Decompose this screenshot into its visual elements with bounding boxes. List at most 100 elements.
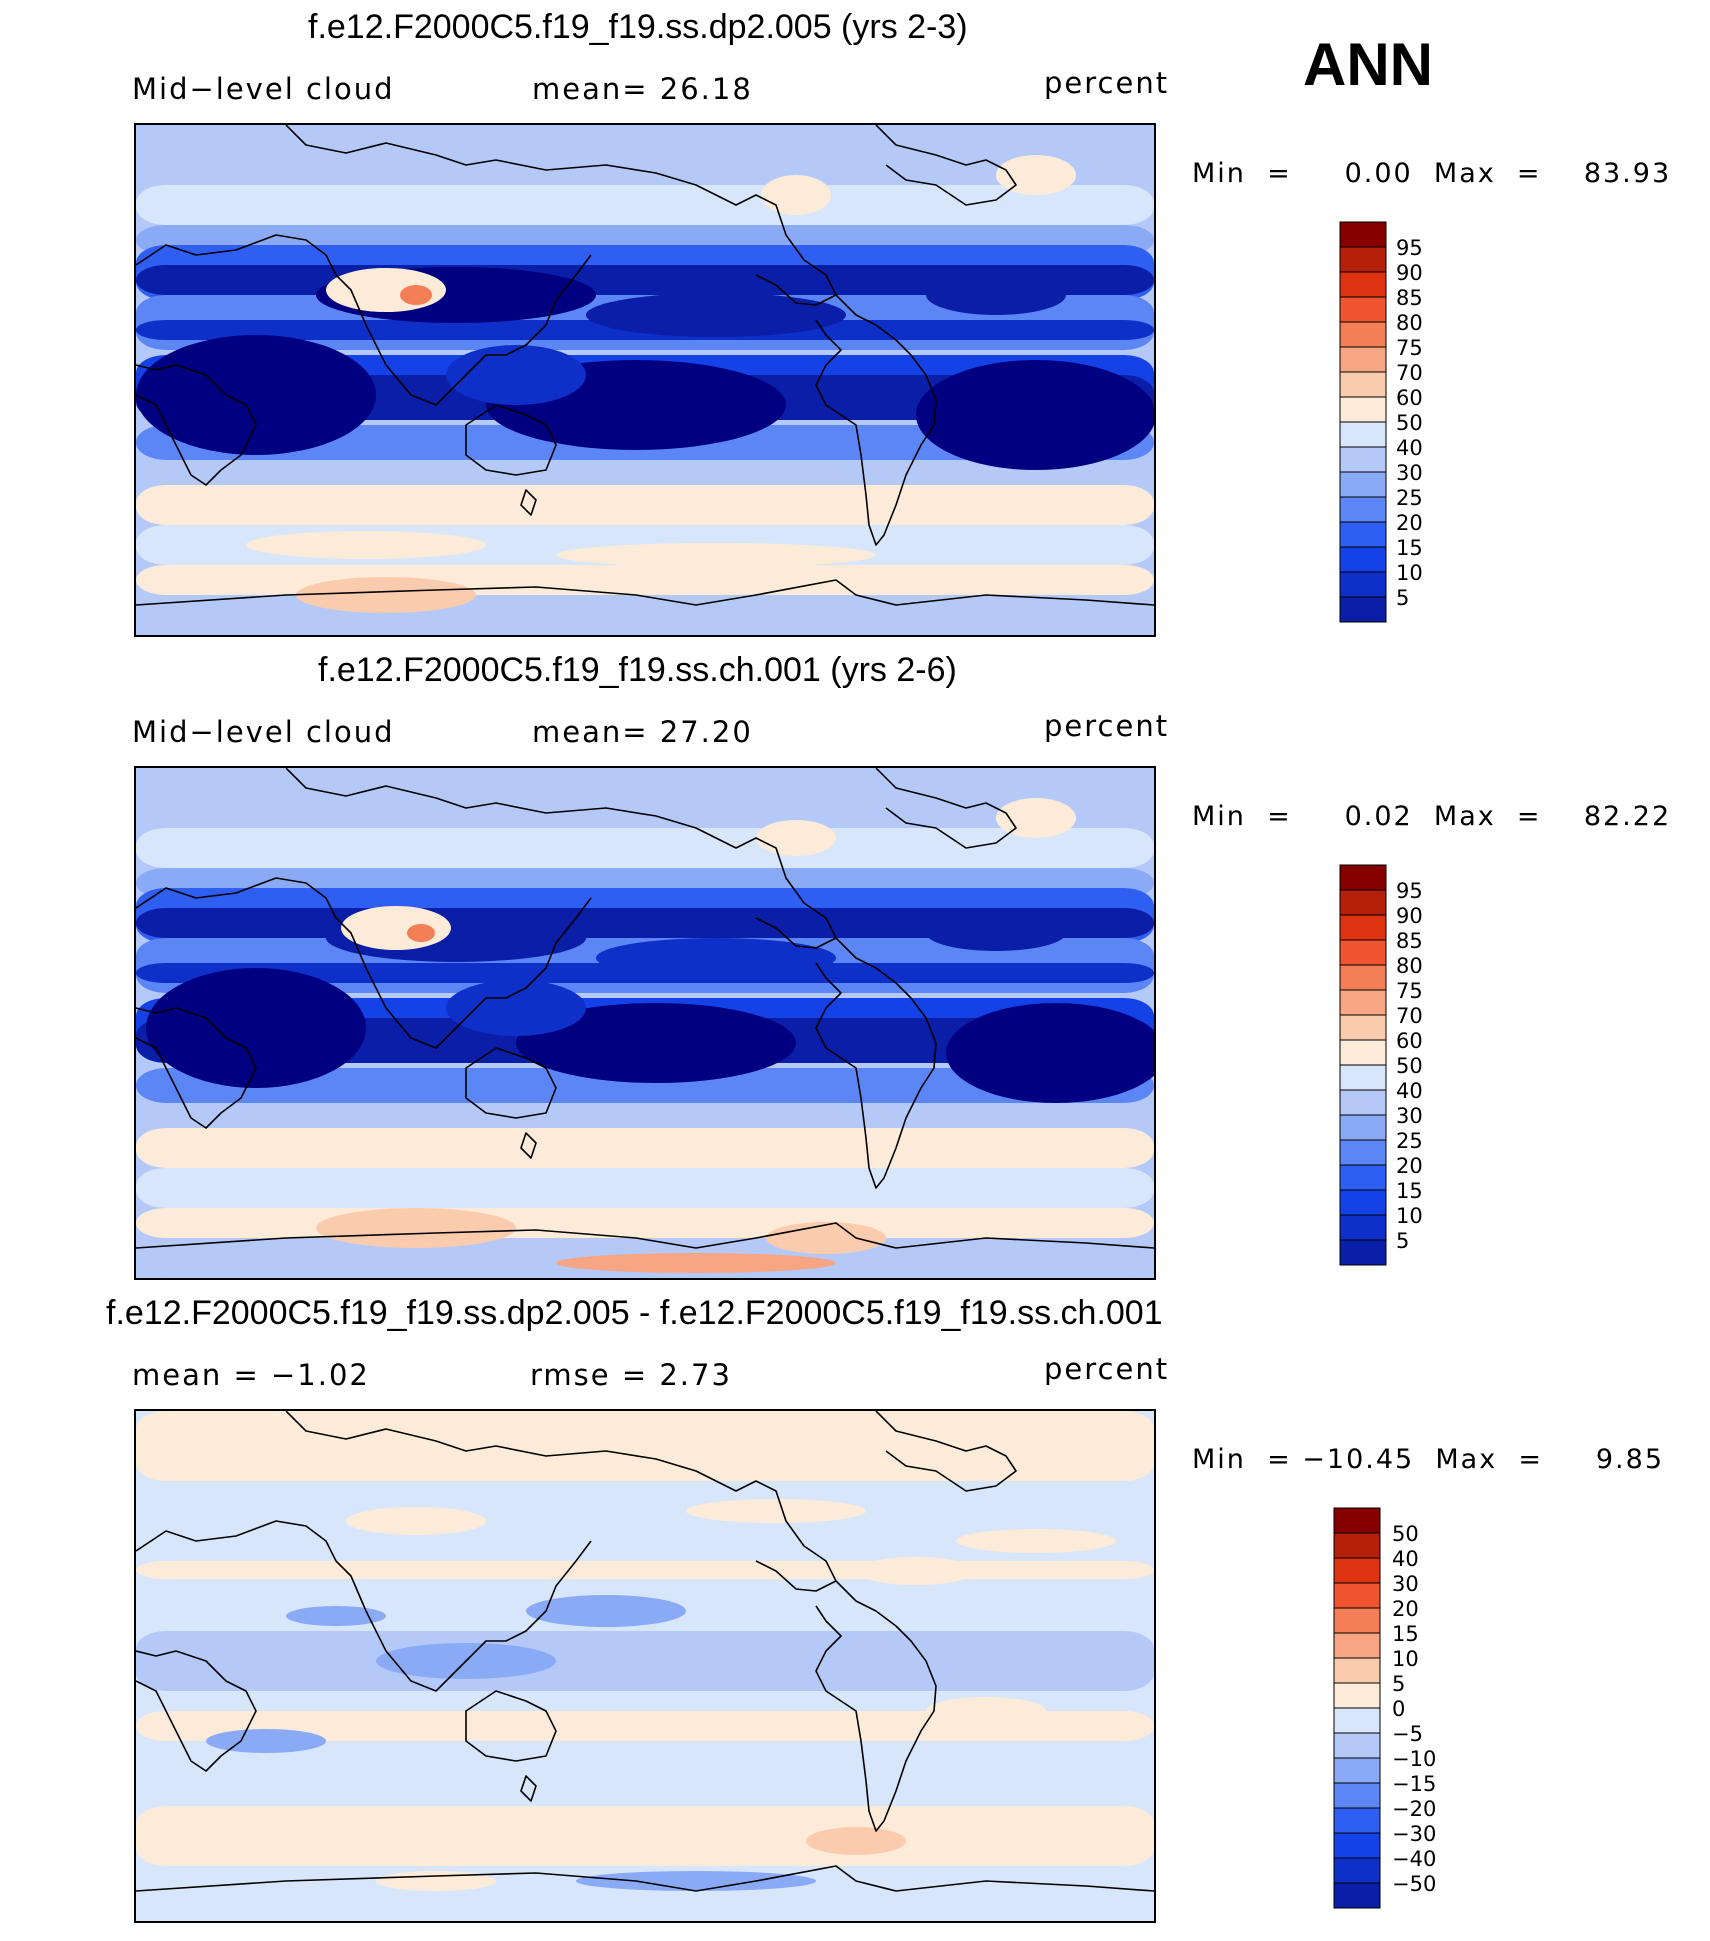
colorbar-swatch: [1339, 889, 1387, 916]
contour-band: [136, 1068, 1154, 1103]
coastline: [136, 1007, 257, 1129]
colorbar-tick-label: −50: [1392, 1872, 1436, 1896]
colorbar-tick-label: 40: [1396, 1079, 1423, 1103]
colorbar-tick-label: 90: [1396, 261, 1423, 285]
contour-band: [136, 1208, 1154, 1238]
colorbar-tick-label: 40: [1396, 436, 1423, 460]
coastline: [136, 234, 592, 406]
panel-3-minmax: Min = −10.45 Max = 9.85: [1192, 1444, 1665, 1475]
contour-band: [136, 185, 1154, 225]
contour-blob: [766, 1222, 886, 1254]
coastline: [285, 768, 837, 949]
colorbar-swatch: [1339, 346, 1387, 373]
colorbar-tick-label: 10: [1396, 1204, 1423, 1228]
colorbar-tick-label: −15: [1392, 1772, 1436, 1796]
contour-blob: [341, 906, 451, 950]
colorbar-tick-label: 85: [1396, 929, 1423, 953]
panel-2-mean-label: mean= 27.20: [532, 715, 753, 749]
colorbar-tick-label: 85: [1396, 286, 1423, 310]
colorbar-tick-label: 10: [1392, 1647, 1419, 1671]
colorbar-swatch: [1333, 1832, 1381, 1859]
panel-3-colorbar: 50 40 30 20 15 10 5 0 −5 −10 −15 −20 −30 −40 −50: [1332, 1507, 1472, 1909]
coastline: [520, 489, 537, 516]
coastline: [465, 404, 557, 476]
colorbar-swatch: [1333, 1882, 1381, 1909]
contour-band: [136, 595, 1154, 635]
colorbar-swatch: [1339, 939, 1387, 966]
colorbar-swatch: [1339, 1214, 1387, 1241]
colorbar-swatch: [1339, 1189, 1387, 1216]
coastline: [136, 1650, 257, 1772]
colorbar-tick-label: 80: [1396, 311, 1423, 335]
colorbar-tick-label: 0: [1392, 1697, 1405, 1721]
panel-2-units-label: percent: [1044, 709, 1170, 743]
colorbar-tick-label: 5: [1392, 1672, 1405, 1696]
panel-3-mean-label: mean = −1.02: [132, 1358, 370, 1392]
panel-3-map-field: [136, 1411, 1154, 1921]
coastline: [285, 1411, 837, 1592]
colorbar-tick-label: 30: [1396, 461, 1423, 485]
panel-1-minmax: Min = 0.00 Max = 83.93: [1192, 158, 1672, 189]
panel-1-title: f.e12.F2000C5.f19_f19.ss.dp2.005 (yrs 2-…: [308, 8, 968, 46]
coastline: [465, 1047, 557, 1119]
contour-blob: [556, 1253, 836, 1273]
coastline: [520, 1132, 537, 1159]
coastline: [520, 1775, 537, 1802]
colorbar-swatch: [1333, 1507, 1381, 1534]
colorbar-swatch: [1339, 446, 1387, 473]
contour-blob: [686, 1499, 866, 1523]
colorbar-swatch: [1339, 546, 1387, 573]
contour-band: [136, 1411, 1154, 1481]
colorbar-swatch: [1333, 1782, 1381, 1809]
colorbar-swatch: [1333, 1632, 1381, 1659]
colorbar-tick-label: 20: [1396, 1154, 1423, 1178]
colorbar-tick-label: 95: [1396, 879, 1423, 903]
panel-1-variable-label: Mid−level cloud: [132, 72, 395, 106]
contour-blob: [761, 175, 831, 215]
colorbar-tick-label: 70: [1396, 361, 1423, 385]
contour-blob: [376, 1871, 496, 1891]
colorbar-swatch: [1339, 1014, 1387, 1041]
contour-blob: [926, 1697, 1046, 1725]
coastline: [875, 125, 1017, 206]
colorbar-tick-label: 10: [1396, 561, 1423, 585]
panel-3-map: [134, 1409, 1156, 1923]
coastline: [465, 1690, 557, 1762]
colorbar-tick-label: 25: [1396, 1129, 1423, 1153]
colorbar-swatch: [1339, 371, 1387, 398]
panel-2-colorbar: 95 90 85 80 75 70 60 50 40 30 25 20 15 10 5: [1338, 864, 1468, 1266]
colorbar-tick-label: −20: [1392, 1797, 1436, 1821]
contour-band: [136, 1168, 1154, 1208]
contour-blob: [596, 938, 836, 978]
colorbar-swatch: [1339, 864, 1387, 891]
contour-blob: [346, 1507, 486, 1535]
colorbar-tick-label: 5: [1396, 586, 1409, 610]
contour-blob: [996, 798, 1076, 838]
contour-blob: [400, 285, 432, 305]
contour-band: [136, 828, 1154, 868]
colorbar-swatch: [1339, 571, 1387, 598]
colorbar-tick-label: 20: [1396, 511, 1423, 535]
contour-blob: [206, 1729, 326, 1753]
colorbar-swatch: [1339, 221, 1387, 248]
colorbar-swatch: [1339, 521, 1387, 548]
contour-band: [136, 125, 1154, 185]
contour-blob: [756, 820, 836, 856]
colorbar-tick-label: 30: [1392, 1572, 1419, 1596]
panel-2-map: [134, 766, 1156, 1280]
colorbar-swatch: [1333, 1732, 1381, 1759]
colorbar-swatch: [1333, 1582, 1381, 1609]
season-label: ANN: [1303, 31, 1433, 98]
colorbar-tick-label: 5: [1396, 1229, 1409, 1253]
colorbar-tick-label: 70: [1396, 1004, 1423, 1028]
contour-blob: [806, 1827, 906, 1855]
colorbar-swatch: [1333, 1857, 1381, 1884]
panel-1-mean-label: mean= 26.18: [532, 72, 753, 106]
contour-band: [136, 1711, 1154, 1741]
coastline: [285, 125, 837, 306]
contour-band: [136, 565, 1154, 595]
contour-blob: [286, 1606, 386, 1626]
colorbar-swatch: [1339, 1164, 1387, 1191]
